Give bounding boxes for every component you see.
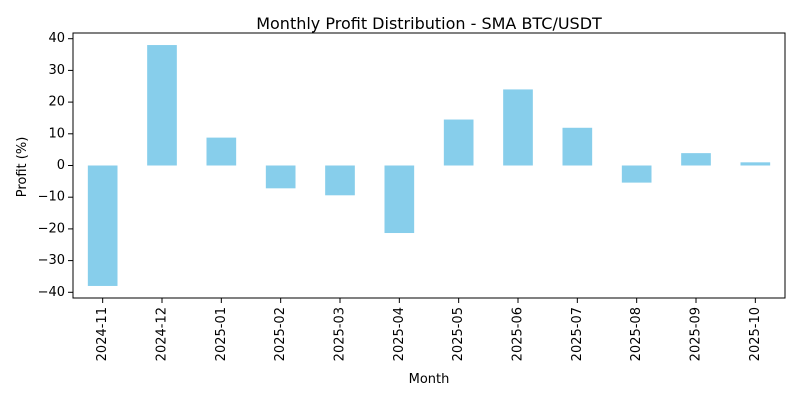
plot-frame — [72, 32, 786, 299]
y-axis-label: Profit (%) — [15, 137, 30, 198]
x-tick-label: 2025-08 — [629, 307, 644, 361]
bar-2025-02 — [265, 165, 296, 189]
bar-2024-12 — [147, 45, 177, 166]
bar-2025-10 — [740, 162, 771, 166]
x-axis-label: Month — [409, 372, 450, 387]
bar-2025-09 — [681, 153, 711, 166]
x-tick-label: 2025-02 — [273, 307, 288, 361]
bar-2025-08 — [621, 165, 652, 183]
y-tick-label: −10 — [38, 190, 65, 205]
x-tick-label: 2025-07 — [570, 307, 585, 361]
bar-2025-04 — [384, 165, 415, 234]
x-tick-label: 2025-01 — [214, 307, 229, 361]
y-tick-label: 30 — [48, 63, 65, 78]
bar-2025-01 — [206, 137, 237, 166]
bar-2025-06 — [503, 89, 533, 166]
y-tick-label: 10 — [48, 126, 65, 141]
bar-2024-11 — [87, 165, 118, 286]
chart-title: Monthly Profit Distribution - SMA BTC/US… — [256, 14, 602, 33]
x-ticks-group: 2024-11 2024-12 2025-01 2025-02 2025-03 2025-… — [95, 298, 763, 361]
x-tick-label: 2024-11 — [95, 307, 110, 361]
x-tick-label: 2025-05 — [451, 307, 466, 361]
bars-group — [87, 45, 771, 286]
y-tick-label: 20 — [48, 95, 65, 110]
x-tick-label: 2024-12 — [155, 307, 170, 361]
bar-2025-05 — [443, 119, 474, 166]
y-tick-label: −40 — [38, 285, 65, 300]
x-tick-label: 2025-06 — [511, 307, 526, 361]
bar-2025-07 — [562, 127, 593, 166]
bar-2025-03 — [325, 165, 355, 196]
y-tick-label: −30 — [38, 253, 65, 268]
x-tick-label: 2025-03 — [333, 307, 348, 361]
x-tick-label: 2025-09 — [689, 307, 704, 361]
x-tick-label: 2025-04 — [392, 307, 407, 361]
x-tick-label: 2025-10 — [748, 307, 763, 361]
y-tick-label: 40 — [48, 31, 65, 46]
y-tick-label: −20 — [38, 221, 65, 236]
y-ticks-group: −40 −30 −20 −10 0 10 20 30 40 — [38, 31, 73, 300]
y-tick-label: 0 — [57, 158, 65, 173]
